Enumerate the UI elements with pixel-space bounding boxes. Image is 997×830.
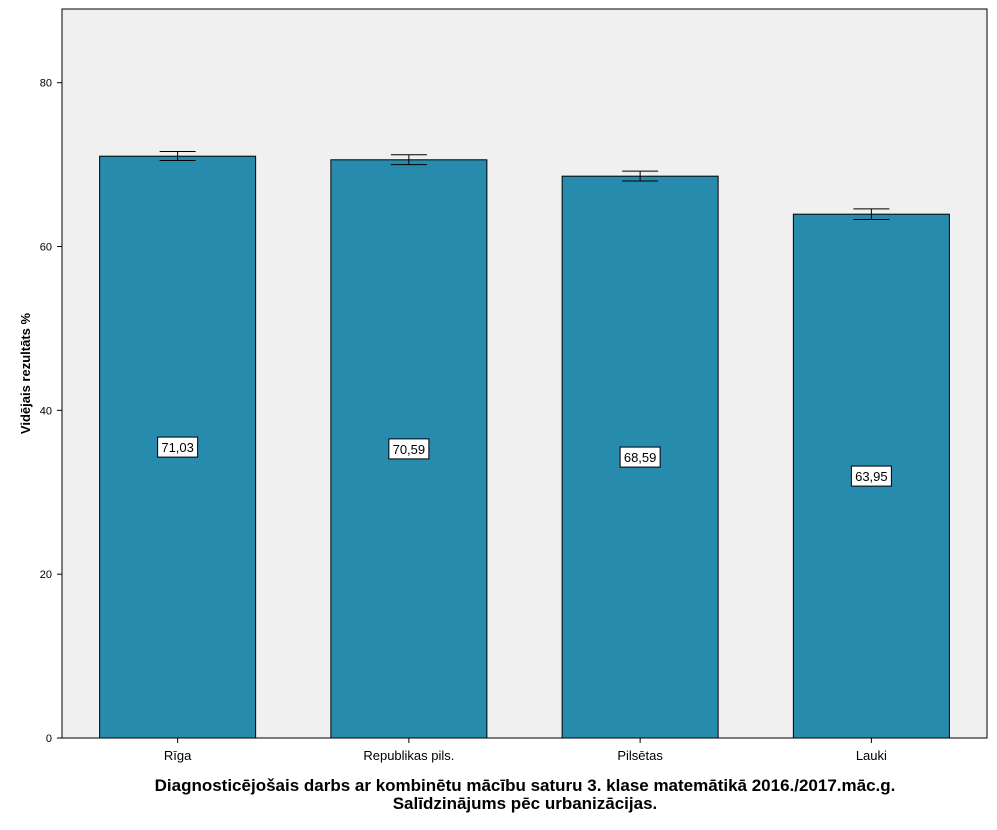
data-label: 63,95 — [855, 469, 888, 484]
y-tick-label: 20 — [40, 569, 52, 581]
x-tick-label: Pilsētas — [617, 748, 663, 763]
y-tick-label: 40 — [40, 405, 52, 417]
data-label-box — [850, 465, 892, 487]
chart-subtitle: Salīdzinājums pēc urbanizācijas. — [393, 794, 658, 813]
chart-title: Diagnosticējošais darbs ar kombinētu māc… — [155, 776, 896, 795]
x-tick-label: Lauki — [856, 748, 887, 763]
data-label: 68,59 — [624, 450, 657, 465]
data-label-box — [619, 446, 661, 468]
y-axis-label: Vidējais rezultāts % — [18, 312, 33, 434]
data-label: 70,59 — [393, 442, 426, 457]
data-label-box — [157, 436, 199, 458]
y-tick-label: 80 — [40, 78, 52, 90]
y-axis: 0 20 40 60 80 — [40, 78, 62, 745]
data-label: 71,03 — [161, 440, 194, 455]
x-axis: Rīga Republikas pils. Pilsētas Lauki — [164, 738, 887, 763]
y-tick-label: 0 — [46, 733, 52, 745]
data-label-box — [388, 438, 430, 460]
x-tick-label: Republikas pils. — [363, 748, 454, 763]
bars-group: 71,03 70,59 68,59 63,95 — [99, 151, 950, 739]
x-tick-label: Rīga — [164, 748, 192, 763]
y-tick-label: 60 — [40, 242, 52, 254]
